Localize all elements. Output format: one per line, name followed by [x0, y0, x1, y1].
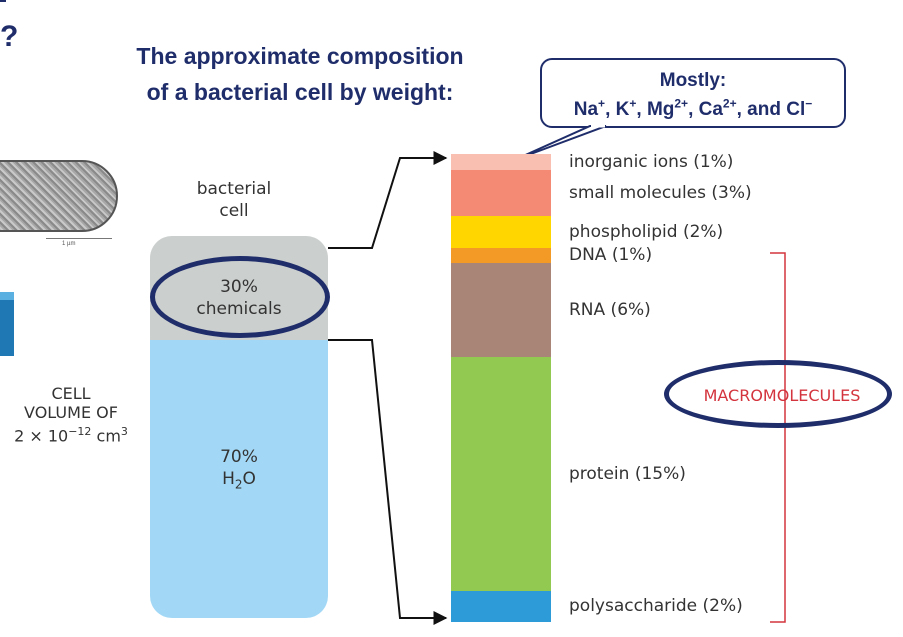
- heading-fragment: [0, 0, 6, 2]
- volume-line-2: VOLUME OF: [24, 403, 118, 422]
- composition-segment: [451, 590, 551, 622]
- ion-charge: +: [629, 96, 637, 111]
- title-line-2: of a bacterial cell by weight:: [146, 79, 454, 105]
- ion-charge: −: [805, 96, 813, 111]
- cube-icon: [0, 300, 14, 356]
- composition-segment: [451, 356, 551, 591]
- water-fraction: [150, 340, 328, 618]
- ion-separator: , and: [736, 99, 787, 120]
- ion-separator: ,: [605, 99, 616, 120]
- composition-segment: [451, 263, 551, 357]
- title-line-1: The approximate composition: [136, 43, 464, 69]
- ion-symbol: K: [615, 99, 630, 120]
- cell-label-line-2: cell: [219, 201, 249, 221]
- composition-segment: [451, 216, 551, 248]
- water-formula-base: H: [222, 469, 235, 489]
- composition-label: RNA (6%): [569, 300, 651, 320]
- water-text: 70% H2O: [150, 446, 328, 495]
- ions-callout: Mostly: Na+, K+, Mg2+, Ca2+, and Cl−: [540, 58, 846, 128]
- scale-bar: [46, 238, 112, 239]
- cell-volume-text: CELL VOLUME OF 2 × 10−12 cm3: [0, 384, 142, 445]
- connector-bottom-arrow: [328, 339, 448, 625]
- bacterium-micrograph-image: [0, 160, 118, 232]
- ion-symbol: Na: [573, 99, 599, 120]
- composition-label: small molecules (3%): [569, 183, 752, 203]
- composition-label: phospholipid (2%): [569, 222, 724, 242]
- ion-separator: ,: [688, 99, 699, 120]
- composition-label: DNA (1%): [569, 245, 653, 266]
- ion-charge: 2+: [722, 96, 737, 111]
- cube-icon-top: [0, 292, 14, 302]
- water-percent: 70%: [220, 447, 258, 467]
- ion-symbol: Mg: [646, 99, 675, 120]
- water-formula-end: O: [242, 469, 256, 489]
- cell-label-line-1: bacterial: [196, 179, 272, 199]
- scale-bar-label: 1 µm: [62, 241, 76, 247]
- volume-line-3: 2 × 10−12 cm3: [14, 425, 128, 446]
- ion-separator: ,: [636, 99, 647, 120]
- ion-charge: +: [598, 96, 606, 111]
- composition-label: inorganic ions (1%): [569, 151, 734, 172]
- ion-symbol: Cl: [786, 99, 806, 120]
- water-formula-sub: 2: [234, 477, 243, 492]
- ion-charge: 2+: [674, 96, 689, 111]
- composition-segment: [451, 169, 551, 217]
- ion-symbol: Ca: [698, 99, 723, 120]
- volume-line-1: CELL: [51, 384, 91, 403]
- composition-segment: [451, 154, 551, 170]
- callout-line-1: Mostly:: [659, 70, 727, 91]
- macromolecules-highlight-ellipse: [664, 360, 892, 428]
- diagram-title: The approximate composition of a bacteri…: [100, 38, 500, 110]
- connector-top-arrow: [328, 151, 448, 249]
- macromolecules-bracket: [770, 252, 786, 623]
- question-mark: ?: [0, 20, 19, 53]
- water-formula: H2O: [150, 468, 328, 495]
- composition-segment: [451, 247, 551, 264]
- macromolecules-label: MACROMOLECULES: [703, 386, 861, 405]
- composition-label: protein (15%): [569, 463, 686, 484]
- chemicals-highlight-ellipse: [150, 256, 330, 338]
- bacterial-cell-label: bacterial cell: [150, 178, 318, 222]
- callout-ion-list: Na+, K+, Mg2+, Ca2+, and Cl−: [542, 95, 844, 124]
- composition-label: polysaccharide (2%): [569, 596, 743, 617]
